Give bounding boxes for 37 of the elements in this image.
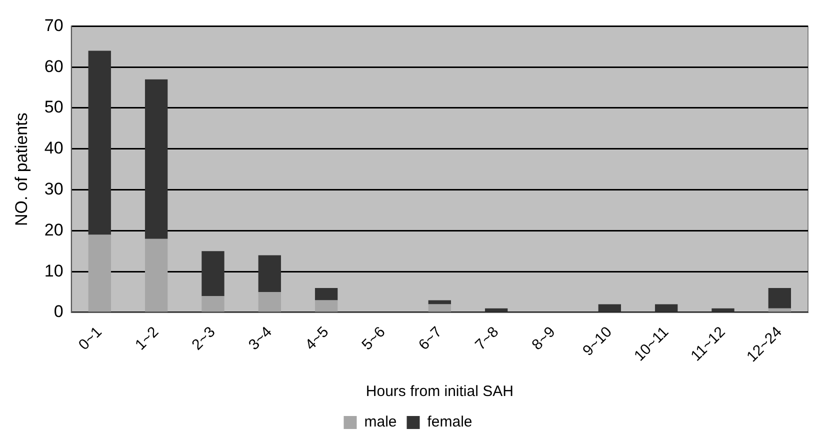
y-tick-label: 40 xyxy=(44,138,64,158)
bar xyxy=(314,300,338,312)
bar xyxy=(598,304,621,312)
x-tick-label: 7~8 xyxy=(472,324,502,354)
bar xyxy=(768,288,791,308)
bar xyxy=(88,234,111,312)
y-tick-label: 50 xyxy=(44,98,64,117)
x-axis-title: Hours from initial SAH xyxy=(366,383,514,400)
y-tick-label: 70 xyxy=(44,16,64,35)
x-tick-label: 4~5 xyxy=(302,324,332,354)
y-tick-label: 60 xyxy=(44,56,64,76)
bar xyxy=(202,296,224,312)
y-tick-label: 20 xyxy=(44,220,64,240)
bar xyxy=(258,255,281,292)
bar xyxy=(314,288,338,300)
bar xyxy=(428,304,451,312)
y-axis-title: NO. of patients xyxy=(12,112,31,226)
bar xyxy=(144,79,168,239)
bar xyxy=(428,300,451,304)
bar xyxy=(712,308,734,312)
y-tick-label: 30 xyxy=(44,179,64,198)
bar xyxy=(258,292,281,312)
x-tick-label: 3~4 xyxy=(245,324,276,354)
bar xyxy=(88,50,111,235)
x-tick-label: 1~2 xyxy=(132,324,162,354)
x-tick-label: 8~9 xyxy=(528,324,559,354)
bar xyxy=(144,238,168,312)
bar xyxy=(654,304,678,312)
legend-label: female xyxy=(427,414,472,431)
x-tick-label: 0~1 xyxy=(75,324,106,354)
legend-label: male xyxy=(364,414,397,431)
y-tick-label: 10 xyxy=(44,261,64,280)
bar xyxy=(202,251,224,296)
x-tick-label: 5~6 xyxy=(358,324,389,354)
x-tick-label: 6~7 xyxy=(415,324,446,354)
y-tick-label: 0 xyxy=(54,302,64,322)
x-tick-label: 2~3 xyxy=(188,324,219,354)
